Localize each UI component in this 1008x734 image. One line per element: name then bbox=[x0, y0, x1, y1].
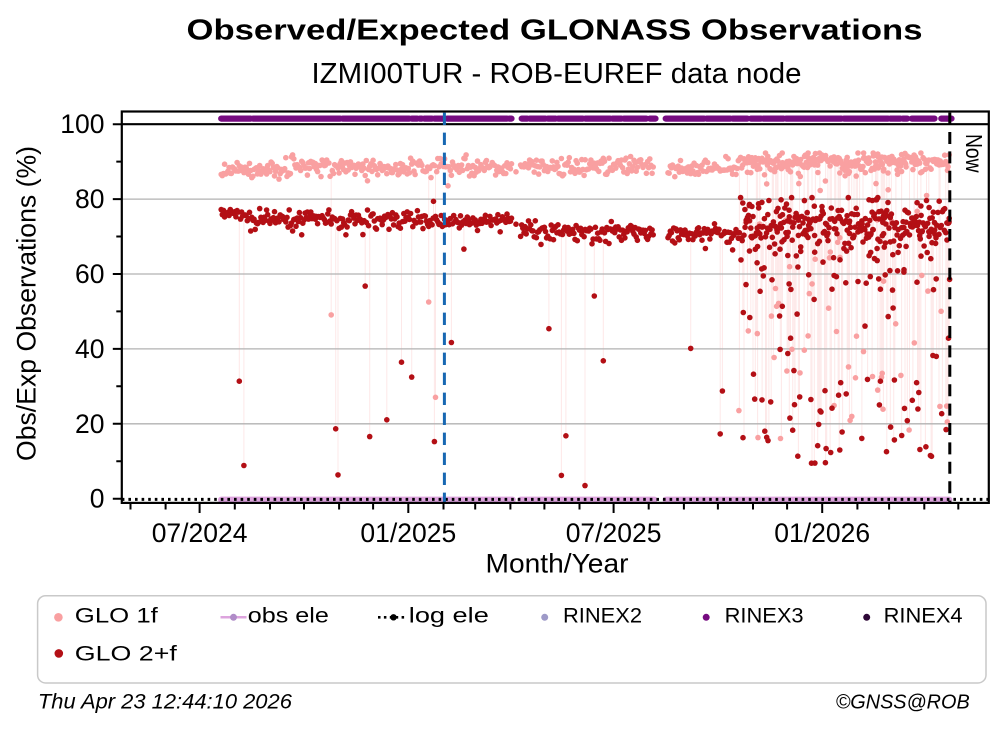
svg-text:RINEX3: RINEX3 bbox=[725, 604, 804, 627]
svg-text:IZMI00TUR - ROB-EUREF data nod: IZMI00TUR - ROB-EUREF data node bbox=[312, 58, 802, 90]
svg-text:40: 40 bbox=[75, 334, 104, 364]
svg-text:Observed/Expected GLONASS Obse: Observed/Expected GLONASS Observations bbox=[187, 15, 923, 47]
svg-text:Now: Now bbox=[961, 134, 987, 173]
svg-text:01/2026: 01/2026 bbox=[774, 518, 870, 548]
svg-text:GLO 1f: GLO 1f bbox=[75, 604, 158, 627]
svg-text:Thu Apr 23 12:44:10 2026: Thu Apr 23 12:44:10 2026 bbox=[38, 690, 292, 713]
svg-text:60: 60 bbox=[75, 259, 104, 289]
svg-text:GLO 2+f: GLO 2+f bbox=[75, 642, 177, 665]
svg-text:Obs/Exp Observations (%): Obs/Exp Observations (%) bbox=[12, 146, 42, 461]
svg-text:RINEX2: RINEX2 bbox=[563, 604, 642, 627]
svg-text:Month/Year: Month/Year bbox=[486, 549, 629, 579]
svg-text:07/2024: 07/2024 bbox=[152, 518, 248, 548]
svg-text:20: 20 bbox=[75, 409, 104, 439]
svg-text:0: 0 bbox=[90, 484, 105, 514]
svg-text:01/2025: 01/2025 bbox=[360, 518, 456, 548]
svg-text:07/2025: 07/2025 bbox=[566, 518, 662, 548]
svg-text:100: 100 bbox=[60, 109, 104, 139]
svg-text:obs ele: obs ele bbox=[248, 604, 329, 627]
svg-text:©GNSS@ROB: ©GNSS@ROB bbox=[836, 692, 970, 714]
svg-text:80: 80 bbox=[75, 184, 104, 214]
svg-text:log ele: log ele bbox=[409, 604, 489, 627]
svg-text:RINEX4: RINEX4 bbox=[884, 604, 963, 627]
